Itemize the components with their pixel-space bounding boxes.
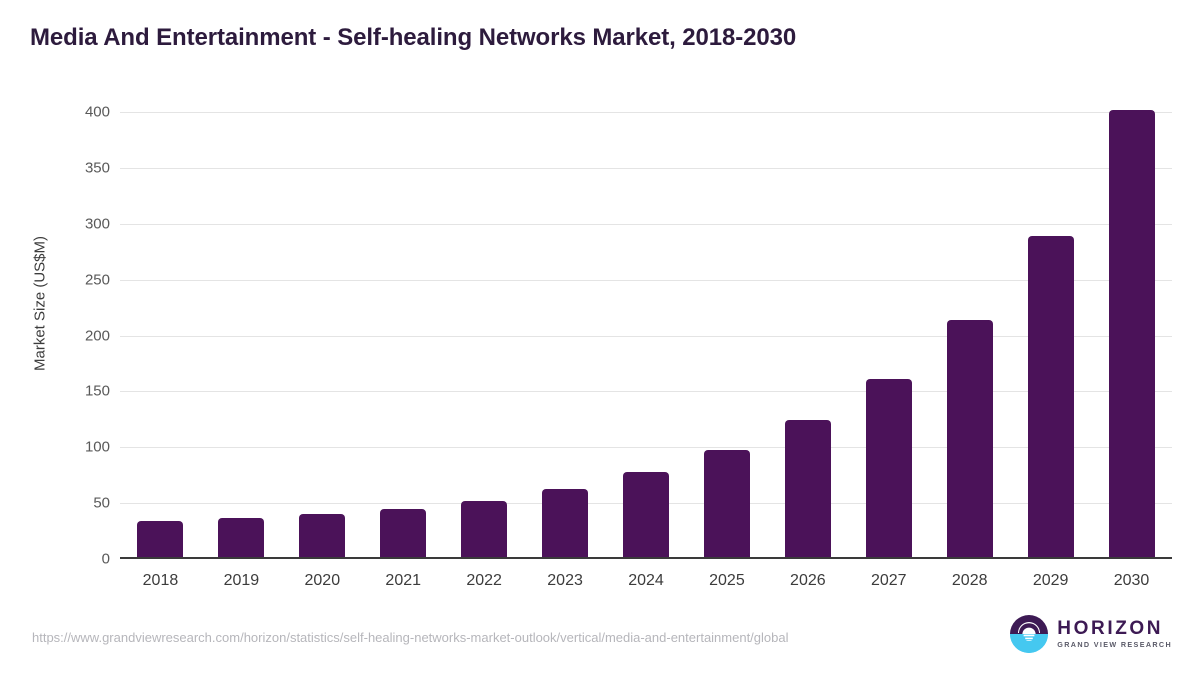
bar-slot [767, 112, 848, 559]
gridline [120, 447, 1172, 449]
y-axis-tick-label: 200 [84, 327, 110, 344]
x-axis-tick-label: 2024 [628, 572, 664, 589]
y-axis-tick-label: 50 [93, 494, 110, 512]
source-url[interactable]: https://www.grandviewresearch.com/horizo… [32, 630, 789, 645]
x-axis-tick-label: 2023 [547, 572, 583, 589]
x-axis-tick-label: 2018 [142, 572, 179, 589]
x-axis-tick-label: 2029 [1032, 572, 1069, 589]
gridline [120, 391, 1172, 393]
logo-tagline: GRAND VIEW RESEARCH [1057, 640, 1172, 650]
bar-slot [1091, 109, 1172, 559]
x-axis-tick-label: 2030 [1113, 572, 1150, 589]
y-axis-title: Market Size (US$M) [31, 235, 49, 372]
gridline [120, 112, 1172, 113]
y-axis-tick-label: 300 [84, 215, 110, 233]
y-axis-tick-label: 250 [84, 271, 110, 289]
bar-slot [1010, 112, 1091, 559]
bar-slot [363, 112, 444, 559]
chart-plot-frame: Market Size (US$M) 0 50 100 150 200 250 300 350… [0, 90, 1200, 590]
bar[interactable] [1027, 236, 1074, 559]
bar[interactable] [622, 471, 669, 559]
x-axis-tick-label: 2025 [709, 572, 745, 589]
x-axis-tick-label: 2022 [466, 572, 502, 589]
gridline [120, 279, 1172, 281]
gridline [120, 167, 1172, 169]
bar[interactable] [542, 488, 589, 559]
bar[interactable] [784, 420, 831, 559]
x-axis-tick-label: 2020 [304, 572, 341, 589]
bar[interactable] [299, 514, 346, 559]
page-title: Media And Entertainment - Self-healing N… [30, 24, 797, 51]
bar[interactable] [1108, 109, 1155, 559]
gridline [120, 223, 1172, 225]
bar-slot [525, 112, 606, 559]
x-axis-tick-label: 2026 [790, 572, 826, 589]
y-axis-tick-label: 350 [84, 159, 110, 177]
bar-slot [444, 112, 525, 559]
x-axis-tick-label: 2021 [385, 572, 422, 589]
x-axis-tick-label: 2028 [951, 572, 988, 589]
bar[interactable] [380, 508, 427, 559]
bar[interactable] [703, 449, 750, 559]
bar-slot [929, 112, 1010, 559]
bar-slot [201, 112, 282, 559]
bar[interactable] [865, 379, 912, 559]
bar-slot [120, 112, 201, 559]
y-axis-tick-label: 150 [84, 382, 110, 400]
horizon-logo-text: HORIZON GRAND VIEW RESEARCH [1057, 619, 1172, 648]
gridline [120, 335, 1172, 337]
x-axis-tick-label: 2027 [870, 572, 907, 589]
bar[interactable] [946, 319, 993, 559]
plot-area: 0 50 100 150 200 250 300 350 400 2018 2019 2020 202… [85, 104, 1172, 589]
bar-slot [848, 112, 929, 559]
x-axis-tick-label: 2019 [223, 572, 260, 589]
bar[interactable] [461, 500, 508, 559]
bar-series [120, 109, 1172, 559]
bar[interactable] [137, 521, 184, 559]
bar[interactable] [218, 517, 265, 559]
logo-wordmark: HORIZON [1057, 618, 1164, 640]
x-axis-line [120, 557, 1172, 559]
y-axis-tick-label: 400 [84, 103, 110, 121]
y-axis-tick-label: 0 [101, 550, 110, 568]
horizon-logo[interactable]: HORIZON GRAND VIEW RESEARCH [1009, 614, 1172, 654]
bar-slot [282, 112, 363, 559]
bar-slot [686, 112, 767, 559]
bar-slot [606, 112, 687, 559]
y-axis-tick-label: 100 [84, 438, 110, 456]
horizon-logo-icon [1009, 614, 1049, 654]
